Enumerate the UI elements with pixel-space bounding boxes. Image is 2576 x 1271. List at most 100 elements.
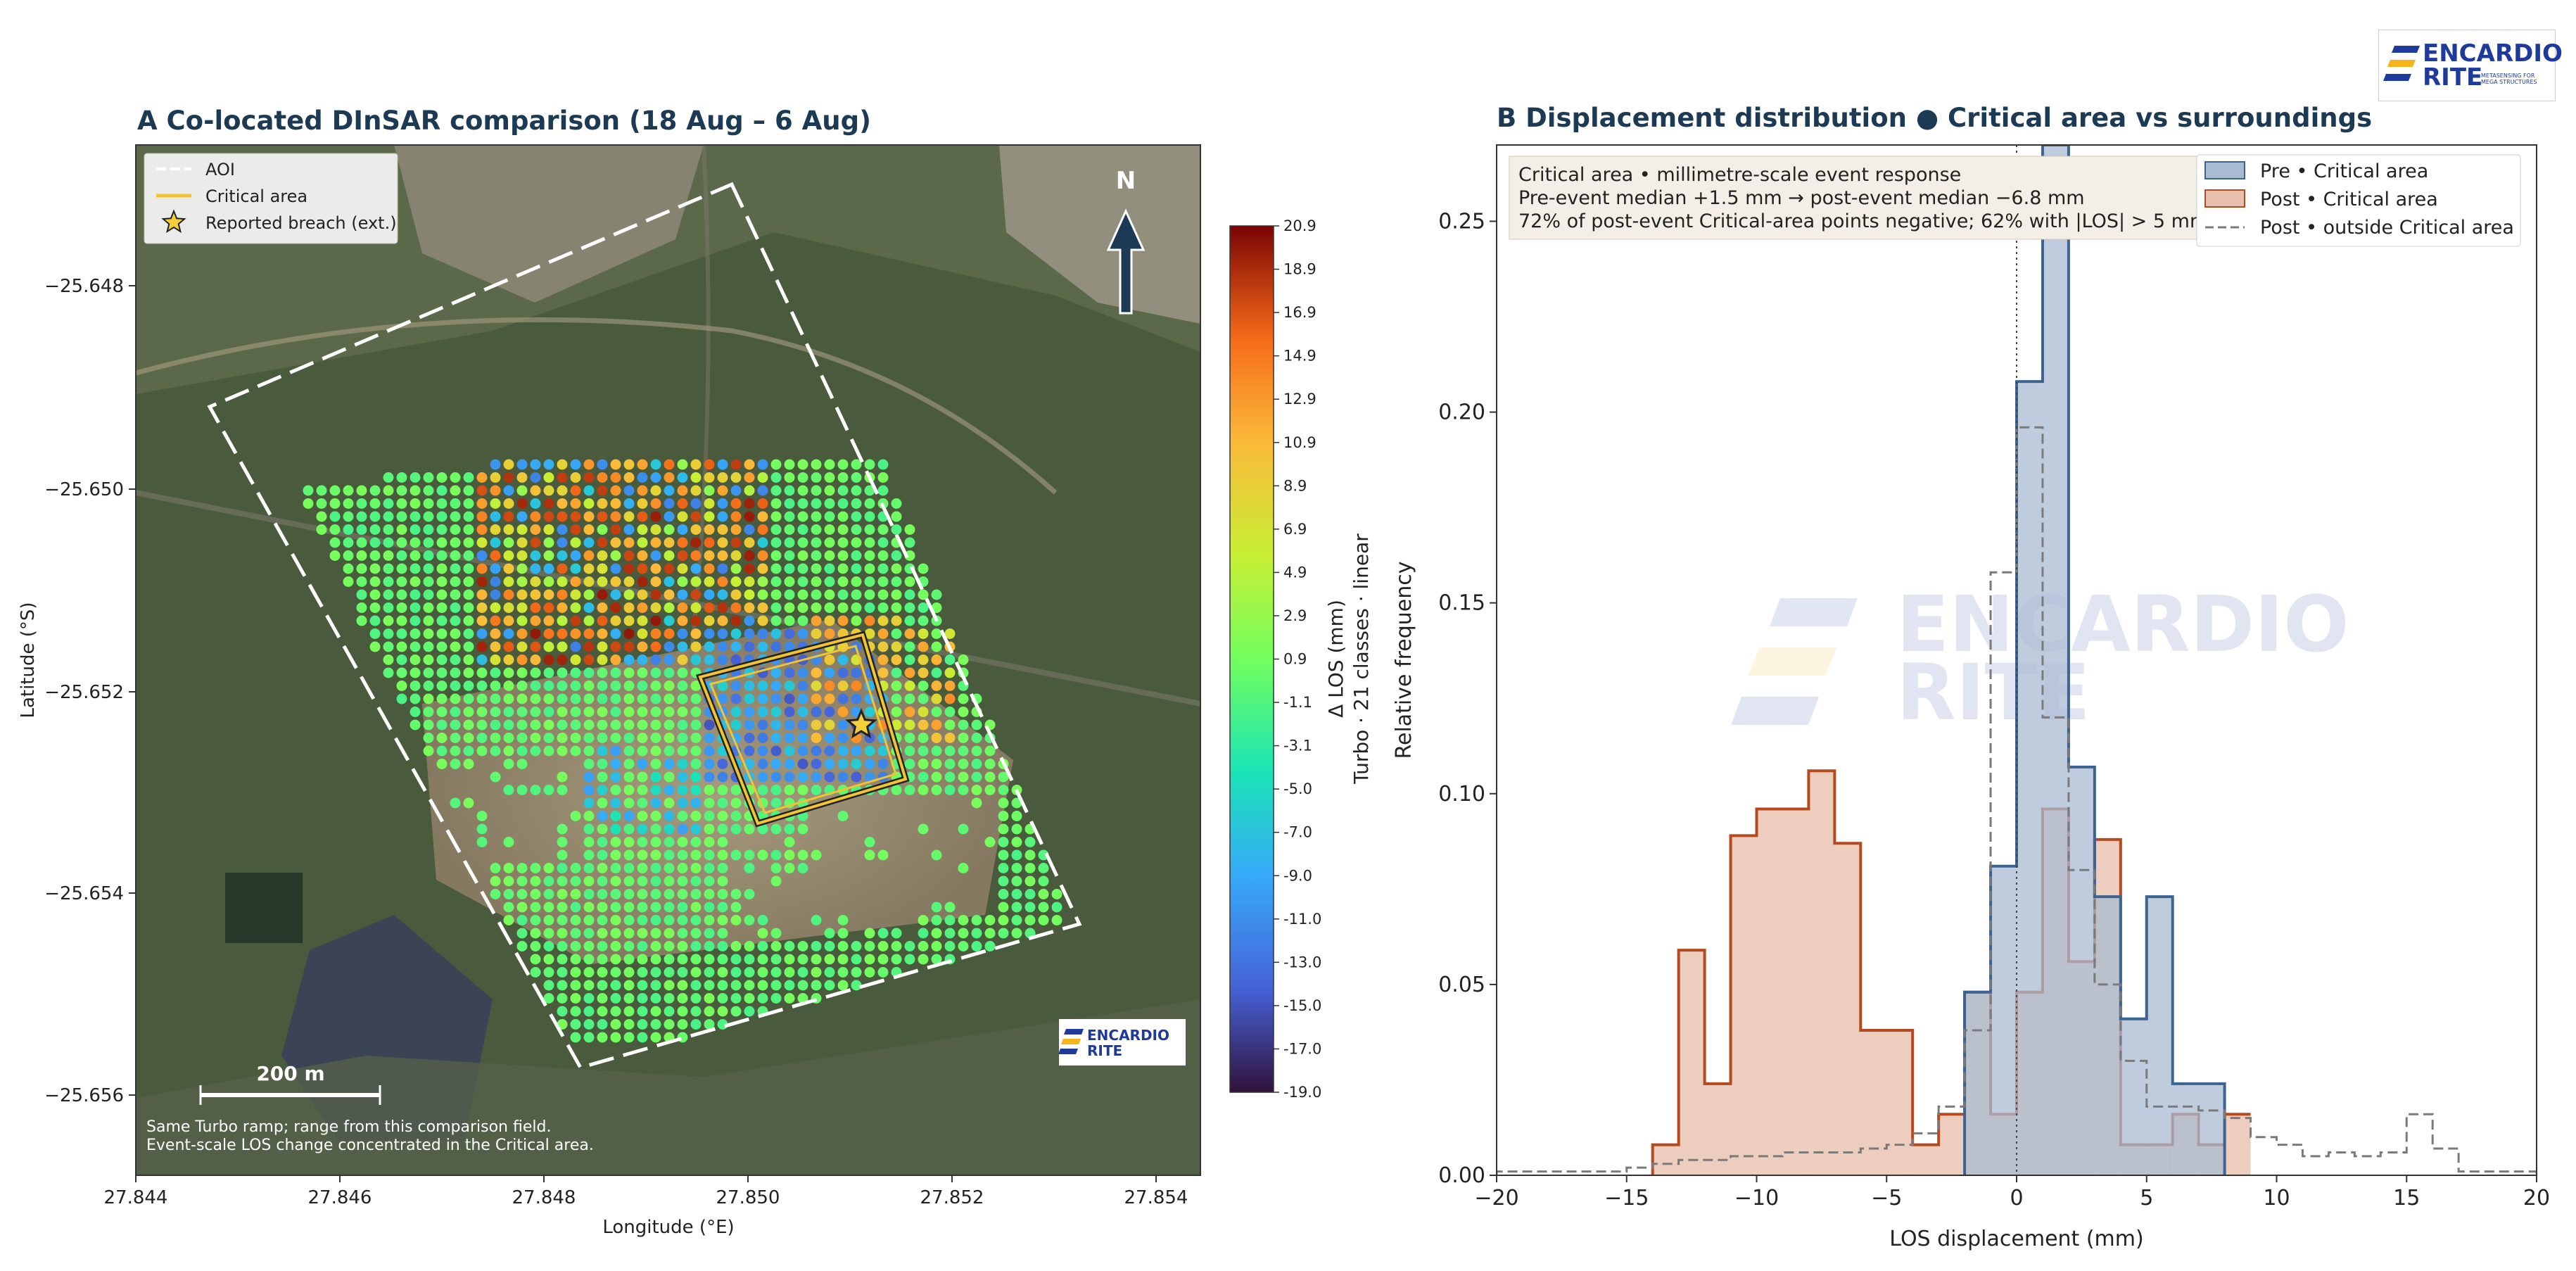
dinsar-point [784,485,795,496]
dinsar-point [637,707,648,717]
dinsar-point [503,655,514,665]
dinsar-point [503,563,514,574]
colorbar-tick-label: 2.9 [1283,607,1307,624]
dinsar-point [570,667,581,678]
dinsar-point [610,719,621,731]
dinsar-point [623,667,635,678]
dinsar-point [704,550,715,561]
dinsar-point [770,602,782,613]
dinsar-point [877,954,889,965]
dinsar-point [597,459,608,470]
dinsar-point [516,693,528,704]
dinsar-point [396,472,407,483]
dinsar-point [918,655,929,665]
dinsar-point [503,681,514,691]
dinsar-point [610,875,621,887]
dinsar-point [1038,902,1049,913]
dinsar-point [730,537,742,548]
dinsar-point [490,485,501,496]
map-x-label: Longitude (°E) [602,1217,734,1238]
dinsar-point [690,550,702,561]
dinsar-point [343,524,354,535]
dinsar-point [476,707,488,717]
dinsar-point [971,928,982,939]
map-y-tick-label: −25.650 [44,479,124,500]
dinsar-point [664,993,675,1004]
dinsar-point [904,707,915,717]
dinsar-point [557,889,568,899]
dinsar-point [423,693,434,704]
dinsar-point [837,498,849,509]
dinsar-point [757,719,768,731]
dinsar-point [543,785,554,795]
dinsar-point [984,837,996,847]
dinsar-point [904,681,915,691]
dinsar-point [476,641,488,652]
dinsar-point [837,550,849,561]
dinsar-point [877,967,889,978]
north-arrow: N [1106,167,1146,315]
dinsar-point [570,1032,581,1043]
dinsar-point [369,511,381,522]
dinsar-point [463,707,474,717]
dinsar-point [837,524,849,535]
dinsar-point [410,641,421,652]
chart-x-tick-label: 5 [2140,1186,2153,1210]
dinsar-point [730,785,742,795]
dinsar-point [530,681,541,691]
dinsar-point [623,459,635,470]
dinsar-point [490,641,501,652]
legend-outside-label: Post • outside Critical area [2260,217,2514,239]
dinsar-point [570,693,581,704]
dinsar-point [918,928,929,939]
dinsar-point [824,967,835,978]
dinsar-point [664,707,675,717]
dinsar-point [757,967,768,978]
dinsar-point [503,875,514,887]
dinsar-point [784,980,795,991]
dinsar-point [864,967,875,978]
dinsar-point [570,733,581,743]
dinsar-point [637,681,648,691]
dinsar-point [931,641,942,652]
dinsar-point [543,485,554,496]
dinsar-point [998,889,1009,899]
dinsar-point [410,472,421,483]
dinsar-point [557,498,568,509]
dinsar-point [797,954,808,965]
dinsar-point [597,733,608,743]
dinsar-point [864,941,875,951]
dinsar-point [436,576,448,587]
dinsar-point [1038,915,1049,925]
dinsar-point [410,681,421,691]
dinsar-point [824,681,835,691]
dinsar-point [744,707,755,717]
dinsar-point [423,641,434,652]
dinsar-point [410,563,421,574]
dinsar-point [904,745,915,757]
dinsar-point [797,785,808,795]
dinsar-point [851,667,862,678]
colorbar-tick-label: 6.9 [1283,521,1307,538]
colorbar-tick-label: -1.1 [1283,694,1312,711]
dinsar-point [543,928,554,939]
map-y-tick-label: −25.656 [44,1085,124,1106]
dinsar-point [744,550,755,561]
dinsar-point [730,459,742,470]
dinsar-point [436,485,448,496]
dinsar-point [664,785,675,795]
dinsar-point [877,849,889,861]
dinsar-point [664,823,675,835]
dinsar-point [623,1032,635,1043]
dinsar-point [463,589,474,600]
dinsar-point [891,954,902,965]
dinsar-point [316,511,327,522]
dinsar-point [704,863,715,873]
dinsar-point [704,745,715,757]
chart-y-label: Relative frequency [1392,562,1416,759]
dinsar-point [717,759,728,769]
legend-post-swatch [2204,189,2245,208]
dinsar-point [543,967,554,978]
dinsar-point [597,928,608,939]
dinsar-point [851,693,862,704]
